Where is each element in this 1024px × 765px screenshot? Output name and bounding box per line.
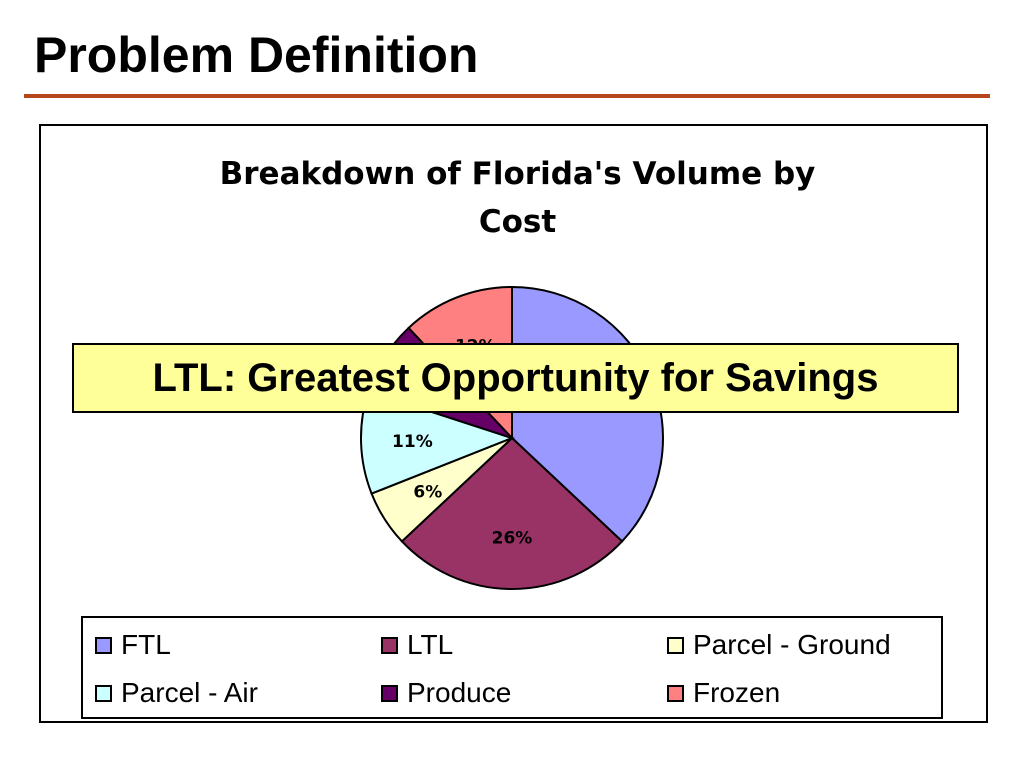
pie-slice-ltl xyxy=(400,436,624,590)
legend-swatch-parcel-ground xyxy=(667,636,684,654)
legend-label-ftl: FTL xyxy=(121,629,171,660)
legend-item-frozen: Frozen xyxy=(667,677,781,708)
pie-label-parcel-ground: 6% xyxy=(413,482,442,502)
legend-item-produce: Produce xyxy=(381,677,512,708)
legend-swatch-produce xyxy=(381,684,398,702)
pie-label-parcel-air: 11% xyxy=(392,432,433,452)
legend-label-parcel-ground: Parcel - Ground xyxy=(693,629,891,660)
legend-label-frozen: Frozen xyxy=(693,677,781,708)
callout-box: LTL: Greatest Opportunity for Savings xyxy=(72,343,959,413)
pie-label-ltl: 26% xyxy=(492,529,533,549)
slide-title: Problem Definition xyxy=(34,27,479,83)
legend-swatch-frozen xyxy=(667,684,684,702)
chart-title-line-2: Cost xyxy=(478,204,557,240)
legend-label-produce: Produce xyxy=(407,677,512,708)
legend-item-parcel-ground: Parcel - Ground xyxy=(667,629,891,660)
legend-item-ltl: LTL xyxy=(381,629,454,660)
legend-swatch-parcel-air xyxy=(95,684,112,702)
chart-legend: FTL LTL Parcel - Ground Parcel - Air Pro… xyxy=(81,616,943,719)
chart-title-line-1: Breakdown of Florida's Volume by xyxy=(219,156,816,192)
legend-label-parcel-air: Parcel - Air xyxy=(121,677,258,708)
chart-title: Breakdown of Florida's Volume by Cost xyxy=(130,150,905,246)
title-divider xyxy=(24,94,990,98)
legend-swatch-ltl xyxy=(381,636,398,654)
legend-item-ftl: FTL xyxy=(95,629,171,660)
legend-item-parcel-air: Parcel - Air xyxy=(95,677,258,708)
legend-swatch-ftl xyxy=(95,636,112,654)
callout-text: LTL: Greatest Opportunity for Savings xyxy=(152,355,879,400)
legend-label-ltl: LTL xyxy=(407,629,454,660)
